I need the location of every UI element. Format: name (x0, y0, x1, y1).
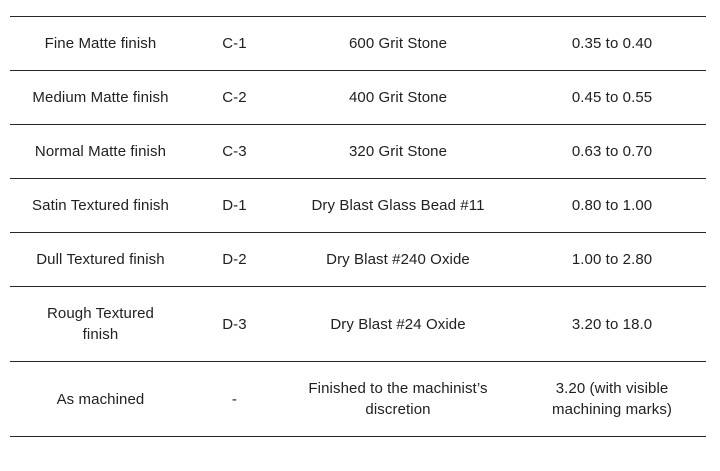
cell-finish-code: - (190, 361, 278, 437)
table-row: Dull Textured finish D-2 Dry Blast #240 … (10, 232, 706, 287)
cell-finish-code: C-2 (190, 70, 278, 125)
table-row: Satin Textured finish D-1 Dry Blast Glas… (10, 178, 706, 233)
cell-finish-code: D-3 (190, 286, 278, 362)
table-row: Fine Matte finish C-1 600 Grit Stone 0.3… (10, 16, 706, 71)
cell-finish-method: Finished to the machinist’s discretion (277, 361, 519, 437)
cell-roughness-value: 0.80 to 1.00 (518, 178, 706, 233)
cell-finish-code: D-2 (190, 232, 278, 287)
cell-finish-name: Rough Textured finish (10, 286, 191, 362)
cell-roughness-value: 0.35 to 0.40 (518, 16, 706, 71)
table-row: Normal Matte finish C-3 320 Grit Stone 0… (10, 124, 706, 179)
cell-finish-name: Dull Textured finish (10, 232, 191, 287)
cell-finish-name: Fine Matte finish (10, 16, 191, 71)
cell-roughness-value: 0.45 to 0.55 (518, 70, 706, 125)
cell-finish-method: Dry Blast Glass Bead #11 (277, 178, 519, 233)
cell-finish-code: C-1 (190, 16, 278, 71)
cell-finish-code: C-3 (190, 124, 278, 179)
cell-finish-name: As machined (10, 361, 191, 437)
cell-finish-name: Medium Matte finish (10, 70, 191, 125)
cell-finish-code: D-1 (190, 178, 278, 233)
cell-roughness-value: 1.00 to 2.80 (518, 232, 706, 287)
cell-finish-method: 600 Grit Stone (277, 16, 519, 71)
cell-finish-method: 320 Grit Stone (277, 124, 519, 179)
cell-roughness-value: 0.63 to 0.70 (518, 124, 706, 179)
cell-finish-method: Dry Blast #240 Oxide (277, 232, 519, 287)
cell-finish-method: Dry Blast #24 Oxide (277, 286, 519, 362)
cell-finish-method: 400 Grit Stone (277, 70, 519, 125)
finish-table: Fine Matte finish C-1 600 Grit Stone 0.3… (10, 16, 706, 437)
cell-roughness-value: 3.20 (with visible machining marks) (518, 361, 706, 437)
cell-roughness-value: 3.20 to 18.0 (518, 286, 706, 362)
cell-finish-name: Satin Textured finish (10, 178, 191, 233)
table-row: As machined - Finished to the machinist’… (10, 361, 706, 437)
finish-table-container: Fine Matte finish C-1 600 Grit Stone 0.3… (10, 16, 706, 437)
cell-finish-name: Normal Matte finish (10, 124, 191, 179)
table-row: Medium Matte finish C-2 400 Grit Stone 0… (10, 70, 706, 125)
table-row: Rough Textured finish D-3 Dry Blast #24 … (10, 286, 706, 362)
